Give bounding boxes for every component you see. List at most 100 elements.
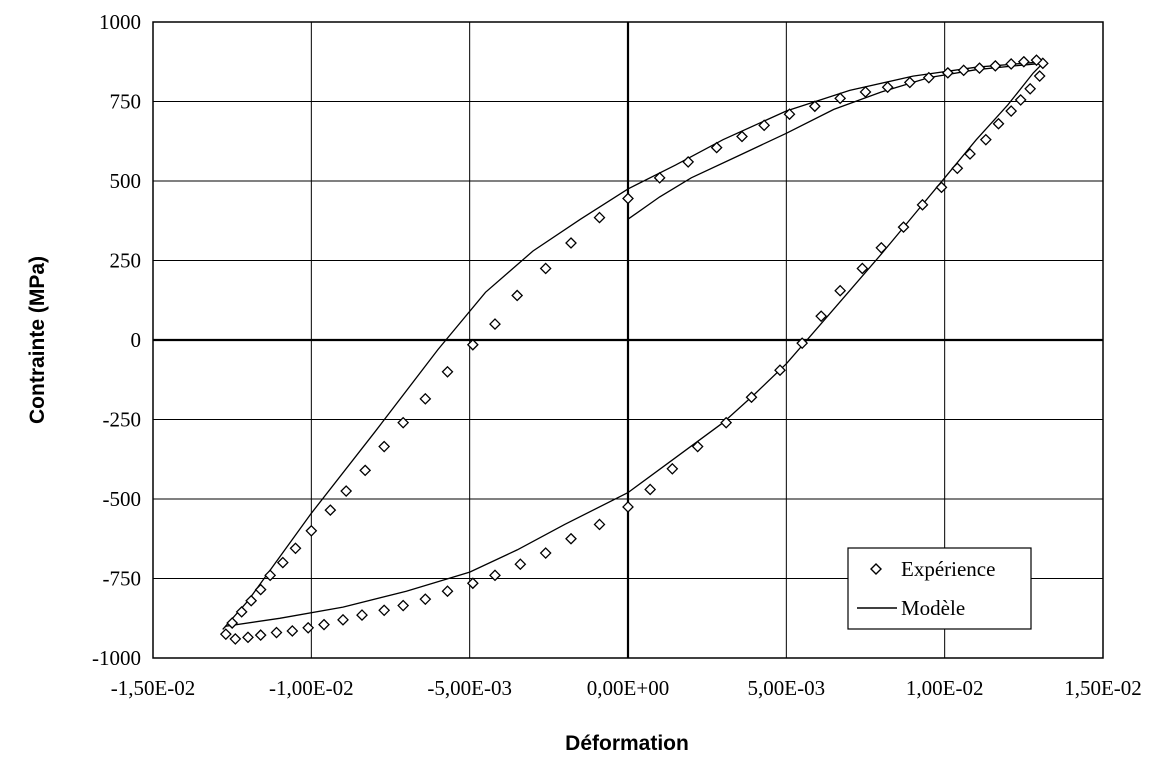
y-tick-label: -500 xyxy=(103,487,142,511)
data-point-experience xyxy=(229,633,242,645)
data-point-experience xyxy=(235,605,248,618)
y-tick-label: 0 xyxy=(131,328,142,352)
data-point-experience xyxy=(539,262,552,275)
data-point-experience xyxy=(1017,55,1030,68)
data-point-experience xyxy=(318,618,330,631)
data-point-experience xyxy=(903,76,916,89)
data-point-experience xyxy=(1005,58,1018,70)
data-point-experience xyxy=(710,141,723,154)
data-point-experience xyxy=(324,504,337,517)
x-axis-title: Déformation xyxy=(565,732,689,755)
data-point-experience xyxy=(254,629,267,642)
data-point-experience xyxy=(226,617,239,629)
data-point-experience xyxy=(935,181,948,194)
data-point-experience xyxy=(302,621,315,634)
data-point-experience xyxy=(622,501,634,513)
data-point-experience xyxy=(289,542,302,555)
data-point-experience xyxy=(682,156,695,168)
legend-box xyxy=(847,547,1032,630)
data-point-experience xyxy=(419,392,432,405)
x-tick-labels: -1,50E-02 -1,00E-02 -5,00E-03 0,00E+00 5,00E… xyxy=(111,676,1142,700)
data-point-experience xyxy=(219,628,232,641)
data-point-experience xyxy=(622,192,634,205)
data-point-experience xyxy=(881,81,894,94)
legend-label-model: Modèle xyxy=(901,596,965,620)
data-point-experience xyxy=(378,440,391,453)
data-point-experience xyxy=(356,609,368,621)
data-point-experience xyxy=(1024,82,1037,95)
plot-border xyxy=(152,21,1104,659)
legend-diamond-icon xyxy=(870,563,882,575)
data-point-experience xyxy=(808,100,821,113)
data-point-experience xyxy=(441,365,454,378)
data-point-experience xyxy=(796,337,809,350)
data-point-experience xyxy=(340,485,353,497)
y-tick-label: -250 xyxy=(103,408,142,432)
data-point-experience xyxy=(916,198,929,211)
data-point-experience xyxy=(644,483,657,496)
legend-label-experience: Expérience xyxy=(901,557,995,581)
data-point-experience xyxy=(666,462,679,475)
data-point-experience xyxy=(305,524,318,537)
data-point-experience xyxy=(286,625,299,637)
data-point-experience xyxy=(466,338,479,351)
data-point-experience xyxy=(441,585,454,598)
x-tick-label: -5,00E-03 xyxy=(427,676,512,700)
data-point-experience xyxy=(593,211,606,224)
data-point-experience xyxy=(378,604,391,617)
y-tick-label: -1000 xyxy=(92,646,141,670)
data-point-experience xyxy=(245,594,258,607)
y-tick-label: 1000 xyxy=(99,10,141,34)
data-point-experience xyxy=(989,59,1002,72)
data-point-experience xyxy=(514,558,527,571)
data-point-experience xyxy=(856,262,869,275)
data-point-experience xyxy=(1033,70,1046,82)
x-tick-label: 1,50E-02 xyxy=(1064,676,1142,700)
data-point-experience xyxy=(653,171,666,184)
data-point-experience xyxy=(973,62,986,75)
data-point-experience xyxy=(736,130,748,143)
data-point-experience xyxy=(593,518,606,531)
data-point-experience xyxy=(941,66,954,79)
data-point-experience xyxy=(964,148,976,160)
data-point-experience xyxy=(270,626,283,639)
data-point-experience xyxy=(774,364,786,377)
x-tick-label: -1,00E-02 xyxy=(269,676,354,700)
data-point-experience xyxy=(834,284,847,297)
data-point-experience xyxy=(951,162,964,175)
data-point-experience xyxy=(922,71,935,84)
data-point-experience xyxy=(397,599,410,612)
data-point-experience xyxy=(979,133,992,146)
data-point-experience xyxy=(783,108,796,121)
data-point-experience xyxy=(992,117,1005,130)
data-point-experience xyxy=(489,569,501,582)
data-point-experience xyxy=(1030,54,1043,67)
y-tick-labels: -1000 -750 -500 -250 0 250 500 750 1000 xyxy=(92,10,141,670)
y-axis-title: Contrainte (MPa) xyxy=(26,256,49,424)
data-point-experience xyxy=(720,416,733,429)
legend: Expérience Modèle xyxy=(847,547,1032,630)
data-point-experience xyxy=(758,119,771,132)
data-point-experience xyxy=(419,593,432,606)
data-point-experience xyxy=(875,241,888,254)
data-point-experience xyxy=(242,631,254,644)
data-point-experience xyxy=(859,86,872,98)
data-point-experience xyxy=(834,92,847,105)
data-point-experience xyxy=(745,391,758,404)
data-point-experience xyxy=(397,416,410,429)
y-tick-label: 750 xyxy=(110,90,142,114)
data-point-experience xyxy=(337,613,349,626)
data-point-experience xyxy=(691,440,704,453)
y-tick-label: 250 xyxy=(110,249,142,273)
data-point-experience xyxy=(1005,105,1018,117)
y-tick-label: 500 xyxy=(110,169,142,193)
data-point-experience xyxy=(511,289,524,302)
data-point-experience xyxy=(1014,93,1027,106)
x-tick-label: 1,00E-02 xyxy=(906,676,984,700)
x-tick-label: 0,00E+00 xyxy=(587,676,669,700)
data-point-experience xyxy=(957,64,970,77)
y-tick-label: -750 xyxy=(103,567,142,591)
data-point-experience xyxy=(276,556,289,569)
data-point-experience xyxy=(897,221,910,234)
